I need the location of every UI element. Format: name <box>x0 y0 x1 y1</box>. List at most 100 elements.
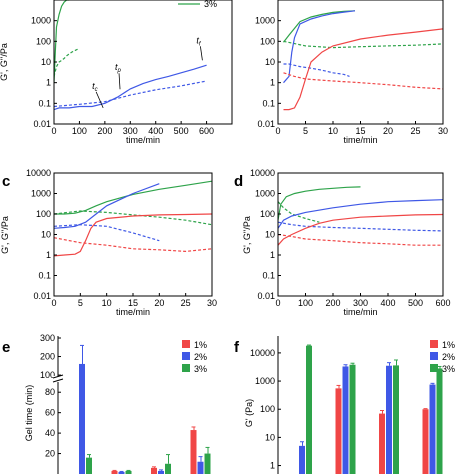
y-tick-label: 10 <box>41 57 51 67</box>
y-tick-label: 10 <box>265 432 275 442</box>
x-tick-label: 300 <box>123 126 138 136</box>
y-tick-label: 60 <box>45 408 55 418</box>
x-tick-label: 15 <box>355 126 365 136</box>
y-tick-label: 0.01 <box>33 291 51 301</box>
x-tick-label: 300 <box>353 298 368 308</box>
legend-label-3%: 3% <box>204 0 217 9</box>
y-tick-label: 1000 <box>31 189 51 199</box>
x-axis-label: time/min <box>343 135 377 145</box>
legend-swatch-blue <box>430 352 438 360</box>
y-tick-label: 0.01 <box>257 291 275 301</box>
panel-e: 20 40 60 80 100 200 300 Gel time (min) e 1% 2% 3% <box>2 333 211 474</box>
y-tick-label: 40 <box>45 428 55 438</box>
axis-break-gap <box>53 376 63 382</box>
x-tick-label: 400 <box>380 298 395 308</box>
bar-blue <box>158 470 164 474</box>
x-tick-label: 15 <box>128 298 138 308</box>
y-tick-label: 0.1 <box>262 98 275 108</box>
y-tick-label: 10 <box>265 230 275 240</box>
bar-red <box>335 388 342 474</box>
bar-green <box>165 463 171 474</box>
y-tick-label: 100 <box>36 36 51 46</box>
y-tick-label: 100 <box>36 209 51 219</box>
annotation-arrow <box>118 73 121 90</box>
series-line-green-solid <box>283 10 356 43</box>
panel-c: 0 5 10 15 20 25 30 0.01 0.1 1 10 100 1000 10000 time/m… <box>0 168 217 317</box>
legend-swatch-green <box>430 364 438 372</box>
legend-swatch-red <box>430 340 438 348</box>
series-line-green-dashed <box>278 201 320 223</box>
series-line-red-dashed <box>278 233 443 246</box>
y-tick-label: 10 <box>265 57 275 67</box>
legend-label-2%: 2% <box>194 352 207 362</box>
axis-break-mark <box>52 374 64 379</box>
bar-green <box>125 470 132 474</box>
annotation-subscript: p <box>117 68 122 74</box>
bar-blue <box>299 445 305 474</box>
annotation-arrow <box>200 46 203 61</box>
plot-frame <box>53 172 213 297</box>
x-tick-label: 10 <box>102 298 112 308</box>
bar-red <box>151 467 157 474</box>
y-tick-label: 1 <box>270 250 275 260</box>
bar-red <box>190 430 197 474</box>
y-tick-label: 1000 <box>31 16 51 26</box>
series-line-green-solid <box>278 186 361 221</box>
bar-blue <box>386 365 392 474</box>
x-tick-label: 200 <box>325 298 340 308</box>
x-tick-label: 100 <box>298 298 313 308</box>
y-tick-label: 0.01 <box>257 119 275 129</box>
series-line-red-solid <box>283 28 443 111</box>
legend-swatch-red <box>182 340 190 348</box>
bar-green <box>306 345 312 474</box>
y-tick-label: 10000 <box>26 168 51 178</box>
x-tick-label: 10 <box>328 126 338 136</box>
bar-red <box>111 470 118 474</box>
y-tick-label: 10000 <box>250 348 275 358</box>
series-line-blue-dashed <box>283 63 350 77</box>
y-tick-label: 1000 <box>255 376 275 386</box>
series-line-blue-solid <box>54 64 207 111</box>
series-line-red-solid <box>278 213 443 246</box>
y-tick-label: 100 <box>260 36 275 46</box>
y-tick-label: 200 <box>40 352 55 362</box>
panel-b: 0 5 10 15 20 25 30 0.01 0.1 1 10 100 1000 time/min <box>255 0 448 145</box>
annotation-tf: tf <box>196 35 202 47</box>
legend-swatch-blue <box>182 352 190 360</box>
y-tick-label: 0.1 <box>38 98 51 108</box>
x-tick-label: 200 <box>97 126 112 136</box>
annotation-subscript: c <box>95 87 98 93</box>
series-line-red-dashed <box>283 72 443 90</box>
bar-blue <box>118 471 125 474</box>
series-line-green-dashed <box>54 210 212 226</box>
x-axis-label: time/min <box>343 307 377 317</box>
bar-red <box>379 413 385 474</box>
series-line-blue-dashed <box>278 221 443 232</box>
x-tick-label: 20 <box>154 298 164 308</box>
x-axis-label: time/min <box>116 307 150 317</box>
y-tick-label: 0.1 <box>262 271 275 281</box>
y-tick-label: 300 <box>40 333 55 343</box>
panel-label: c <box>2 173 10 190</box>
panel-d: 0 100 200 300 400 500 600 0.01 0.1 1 10 100 1000 1000… <box>234 168 451 317</box>
bar-red <box>422 409 429 474</box>
legend-label-3%: 3% <box>194 364 207 374</box>
plot-frame <box>53 0 233 125</box>
y-axis-label: G', G''/Pa <box>0 216 10 254</box>
x-tick-label: 400 <box>148 126 163 136</box>
annotation-subscript: f <box>199 41 202 47</box>
annotation-arrow <box>95 91 104 109</box>
y-axis-label: G', G''/Pa <box>242 216 252 254</box>
panel-label: e <box>2 339 10 356</box>
series-line-blue-solid <box>54 183 160 229</box>
panel-label: f <box>234 339 240 356</box>
legend-swatch-green <box>182 364 190 372</box>
y-tick-label: 0.01 <box>33 119 51 129</box>
x-tick-label: 0 <box>275 126 280 136</box>
axis-break-mark <box>52 378 64 383</box>
series-line-blue-dashed <box>54 224 160 242</box>
panel-a: 0 100 200 300 400 500 600 0.01 0.1 1 10 100 1000 time… <box>0 0 233 145</box>
series-line-blue-solid <box>278 199 443 229</box>
series-line-green-dashed <box>283 40 443 49</box>
